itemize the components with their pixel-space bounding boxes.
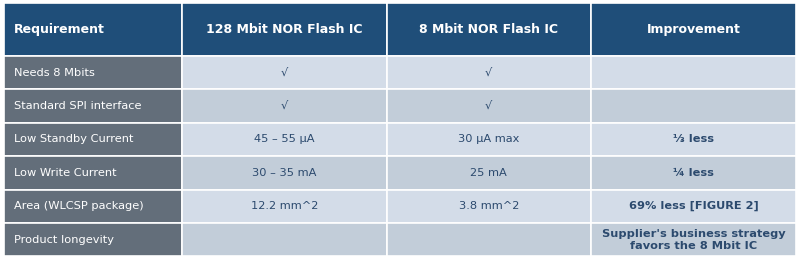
Bar bbox=[386, 190, 591, 223]
Bar bbox=[182, 89, 386, 123]
Text: ¼ less: ¼ less bbox=[673, 168, 714, 178]
Text: 30 – 35 mA: 30 – 35 mA bbox=[252, 168, 317, 178]
Bar bbox=[386, 56, 591, 89]
Bar bbox=[591, 123, 796, 156]
Text: 69% less [FIGURE 2]: 69% less [FIGURE 2] bbox=[629, 201, 758, 211]
Text: √: √ bbox=[281, 101, 288, 111]
Text: 8 Mbit NOR Flash IC: 8 Mbit NOR Flash IC bbox=[419, 23, 558, 36]
Bar bbox=[4, 156, 182, 190]
Bar bbox=[386, 89, 591, 123]
Bar bbox=[386, 123, 591, 156]
Bar bbox=[182, 223, 386, 256]
Bar bbox=[591, 156, 796, 190]
Text: 30 μA max: 30 μA max bbox=[458, 134, 519, 145]
Bar bbox=[386, 156, 591, 190]
Text: √: √ bbox=[281, 68, 288, 78]
Text: Area (WLCSP package): Area (WLCSP package) bbox=[14, 201, 143, 211]
Bar bbox=[591, 89, 796, 123]
Text: Supplier's business strategy
favors the 8 Mbit IC: Supplier's business strategy favors the … bbox=[602, 229, 786, 250]
Bar bbox=[182, 3, 386, 56]
Text: √: √ bbox=[485, 68, 492, 78]
Bar bbox=[386, 223, 591, 256]
Text: ⅓ less: ⅓ less bbox=[673, 134, 714, 145]
Bar bbox=[386, 3, 591, 56]
Bar bbox=[4, 123, 182, 156]
Text: Product longevity: Product longevity bbox=[14, 235, 114, 245]
Text: 25 mA: 25 mA bbox=[470, 168, 507, 178]
Bar bbox=[591, 223, 796, 256]
Bar bbox=[591, 56, 796, 89]
Text: 3.8 mm^2: 3.8 mm^2 bbox=[458, 201, 519, 211]
Text: 12.2 mm^2: 12.2 mm^2 bbox=[250, 201, 318, 211]
Bar bbox=[182, 190, 386, 223]
Bar bbox=[4, 56, 182, 89]
Text: 128 Mbit NOR Flash IC: 128 Mbit NOR Flash IC bbox=[206, 23, 362, 36]
Text: Requirement: Requirement bbox=[14, 23, 105, 36]
Bar bbox=[4, 223, 182, 256]
Text: Needs 8 Mbits: Needs 8 Mbits bbox=[14, 68, 94, 78]
Bar bbox=[591, 3, 796, 56]
Bar bbox=[4, 3, 182, 56]
Text: Standard SPI interface: Standard SPI interface bbox=[14, 101, 141, 111]
Bar bbox=[4, 89, 182, 123]
Bar bbox=[591, 190, 796, 223]
Bar bbox=[182, 123, 386, 156]
Text: Improvement: Improvement bbox=[646, 23, 740, 36]
Text: √: √ bbox=[485, 101, 492, 111]
Text: Low Write Current: Low Write Current bbox=[14, 168, 116, 178]
Text: 45 – 55 μA: 45 – 55 μA bbox=[254, 134, 314, 145]
Bar bbox=[4, 190, 182, 223]
Bar bbox=[182, 56, 386, 89]
Text: Low Standby Current: Low Standby Current bbox=[14, 134, 133, 145]
Bar bbox=[182, 156, 386, 190]
